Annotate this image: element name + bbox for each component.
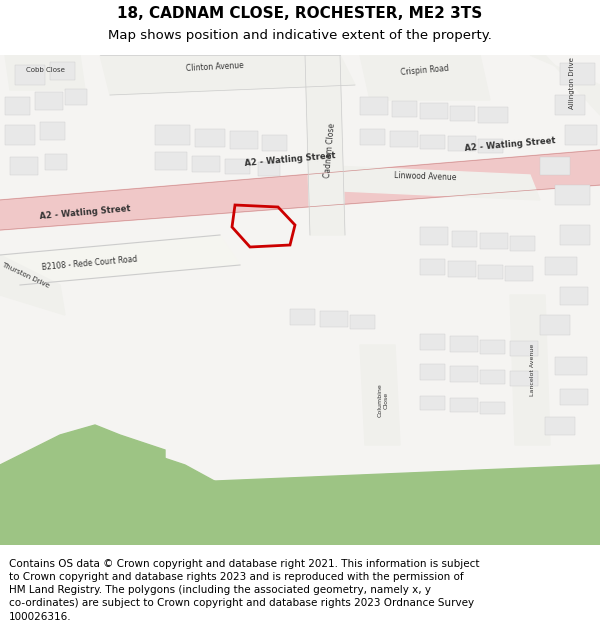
Bar [10, 157, 38, 175]
Text: A2 - Watling Street: A2 - Watling Street [464, 136, 556, 154]
Text: Lancelot Avenue: Lancelot Avenue [530, 344, 536, 396]
Polygon shape [510, 295, 550, 445]
Bar [448, 261, 476, 277]
Bar [390, 131, 418, 147]
Bar [560, 389, 588, 405]
Bar [452, 231, 477, 247]
Bar [555, 357, 587, 375]
Bar [480, 402, 505, 414]
Bar [478, 265, 503, 279]
Bar [155, 125, 190, 145]
Bar [510, 236, 535, 251]
Bar [450, 366, 478, 382]
Bar [15, 65, 45, 85]
Bar [350, 315, 375, 329]
Bar [448, 136, 476, 151]
Bar [195, 129, 225, 147]
Bar [540, 315, 570, 335]
Text: Contains OS data © Crown copyright and database right 2021. This information is : Contains OS data © Crown copyright and d… [9, 559, 479, 622]
Bar [5, 125, 35, 145]
Text: Columbine
Close: Columbine Close [377, 383, 388, 417]
Bar [480, 370, 505, 384]
Polygon shape [360, 345, 400, 445]
Polygon shape [5, 55, 85, 90]
Bar [560, 63, 595, 85]
Bar [478, 139, 503, 153]
Bar [555, 185, 590, 205]
Bar [545, 417, 575, 435]
Bar [420, 334, 445, 350]
Text: 18, CADNAM CLOSE, ROCHESTER, ME2 3TS: 18, CADNAM CLOSE, ROCHESTER, ME2 3TS [118, 6, 482, 21]
Text: Cadnam Close: Cadnam Close [323, 122, 337, 177]
Bar [5, 97, 30, 115]
Polygon shape [305, 55, 345, 235]
Bar [320, 311, 348, 327]
Bar [392, 101, 417, 117]
Bar [258, 162, 280, 176]
Bar [35, 92, 63, 110]
Text: Map shows position and indicative extent of the property.: Map shows position and indicative extent… [108, 29, 492, 42]
Text: Linwood Avenue: Linwood Avenue [394, 171, 457, 182]
Bar [360, 97, 388, 115]
Bar [505, 266, 533, 281]
Text: Thurston Drive: Thurston Drive [0, 261, 50, 289]
Bar [65, 89, 87, 105]
Bar [540, 157, 570, 175]
Bar [510, 371, 538, 386]
Bar [560, 287, 588, 305]
Bar [510, 341, 538, 356]
Bar [230, 131, 258, 149]
Bar [450, 398, 478, 412]
Bar [450, 106, 475, 121]
Bar [262, 135, 287, 151]
Polygon shape [310, 165, 540, 200]
Bar [225, 159, 250, 174]
Bar [560, 225, 590, 245]
Bar [420, 227, 448, 245]
Bar [40, 122, 65, 140]
Text: A2 - Watling Street: A2 - Watling Street [39, 204, 131, 221]
Bar [420, 103, 448, 119]
Bar [420, 135, 445, 149]
Bar [290, 309, 315, 325]
Text: Crispin Road: Crispin Road [401, 63, 449, 77]
Text: B2108 - Rede Court Road: B2108 - Rede Court Road [42, 254, 138, 272]
Bar [192, 156, 220, 172]
Bar [420, 396, 445, 410]
Polygon shape [0, 255, 65, 315]
Polygon shape [530, 55, 600, 115]
Bar [545, 257, 577, 275]
Text: Clinton Avenue: Clinton Avenue [186, 61, 244, 73]
Text: Cobb Close: Cobb Close [26, 67, 64, 73]
Bar [555, 95, 585, 115]
Bar [420, 259, 445, 275]
Polygon shape [0, 150, 600, 230]
Polygon shape [100, 55, 355, 95]
Bar [420, 364, 445, 380]
Bar [155, 152, 187, 170]
Bar [50, 62, 75, 80]
Bar [480, 340, 505, 354]
Text: A2 - Watling Street: A2 - Watling Street [244, 151, 336, 169]
Bar [450, 336, 478, 352]
Bar [480, 233, 508, 249]
Bar [45, 154, 67, 170]
Bar [565, 125, 597, 145]
Bar [478, 107, 508, 123]
Polygon shape [0, 235, 240, 285]
Bar [360, 129, 385, 145]
Text: Allington Drive: Allington Drive [569, 57, 575, 109]
Polygon shape [360, 55, 490, 100]
Polygon shape [0, 465, 600, 545]
Polygon shape [0, 450, 240, 545]
Polygon shape [0, 425, 165, 545]
